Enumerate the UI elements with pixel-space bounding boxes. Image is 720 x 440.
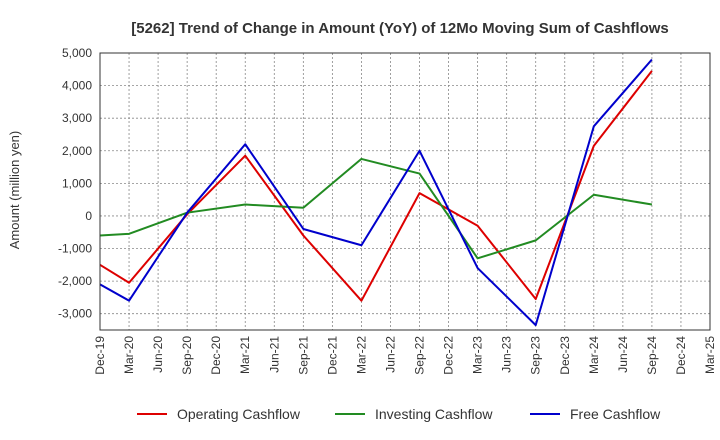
x-tick-label: Mar-22 xyxy=(354,336,368,374)
x-tick-label: Sep-22 xyxy=(413,336,427,375)
y-tick-label: -1,000 xyxy=(58,242,92,256)
chart-title: [5262] Trend of Change in Amount (YoY) o… xyxy=(131,20,669,37)
x-tick-label: Jun-21 xyxy=(267,336,281,373)
series-line-operating-cashflow xyxy=(99,70,653,302)
x-tick-label: Dec-21 xyxy=(325,336,339,375)
grid xyxy=(99,52,711,330)
y-tick-label: 0 xyxy=(85,209,92,223)
x-tick-label: Dec-22 xyxy=(442,336,456,375)
x-tick-label: Dec-24 xyxy=(674,336,688,375)
y-tick-label: 5,000 xyxy=(62,46,92,60)
legend-label-free-cashflow: Free Cashflow xyxy=(570,406,661,422)
x-axis-ticks: Dec-19 Mar-20 Jun-20 Sep-20 Dec-20 Mar-21 Jun-… xyxy=(93,336,717,375)
x-tick-label: Dec-20 xyxy=(209,336,223,375)
x-tick-label: Jun-22 xyxy=(383,336,397,373)
y-axis-ticks: 5,000 4,000 3,000 2,000 1,000 0 -1,000 -2,000 -3… xyxy=(58,46,92,321)
series-line-investing-cashflow xyxy=(99,157,653,260)
x-tick-label: Mar-23 xyxy=(471,336,485,374)
x-tick-label: Dec-23 xyxy=(558,336,572,375)
x-tick-label: Jun-23 xyxy=(500,336,514,373)
y-tick-label: 2,000 xyxy=(62,144,92,158)
y-tick-label: 1,000 xyxy=(62,176,92,190)
y-tick-label: -2,000 xyxy=(58,274,92,288)
series-line-free-cashflow xyxy=(99,58,653,327)
x-tick-label: Sep-20 xyxy=(180,336,194,375)
x-tick-label: Dec-19 xyxy=(93,336,107,375)
plot-frame xyxy=(99,52,711,331)
x-tick-label: Mar-20 xyxy=(122,336,136,374)
x-tick-label: Mar-25 xyxy=(703,336,717,374)
y-tick-label: -3,000 xyxy=(58,307,92,321)
series-lines xyxy=(99,58,653,327)
legend-label-operating-cashflow: Operating Cashflow xyxy=(177,406,301,422)
y-axis-label: Amount (million yen) xyxy=(7,131,22,250)
y-tick-label: 4,000 xyxy=(62,79,92,93)
x-tick-label: Mar-21 xyxy=(238,336,252,374)
x-tick-label: Jun-20 xyxy=(151,336,165,373)
x-tick-label: Sep-24 xyxy=(645,336,659,375)
legend-label-investing-cashflow: Investing Cashflow xyxy=(375,406,493,422)
legend: Operating Cashflow Investing Cashflow Free… xyxy=(137,406,661,422)
y-tick-label: 3,000 xyxy=(62,111,92,125)
x-tick-label: Jun-24 xyxy=(616,336,630,373)
x-tick-label: Mar-24 xyxy=(587,336,601,374)
x-tick-label: Sep-23 xyxy=(529,336,543,375)
x-tick-label: Sep-21 xyxy=(296,336,310,375)
